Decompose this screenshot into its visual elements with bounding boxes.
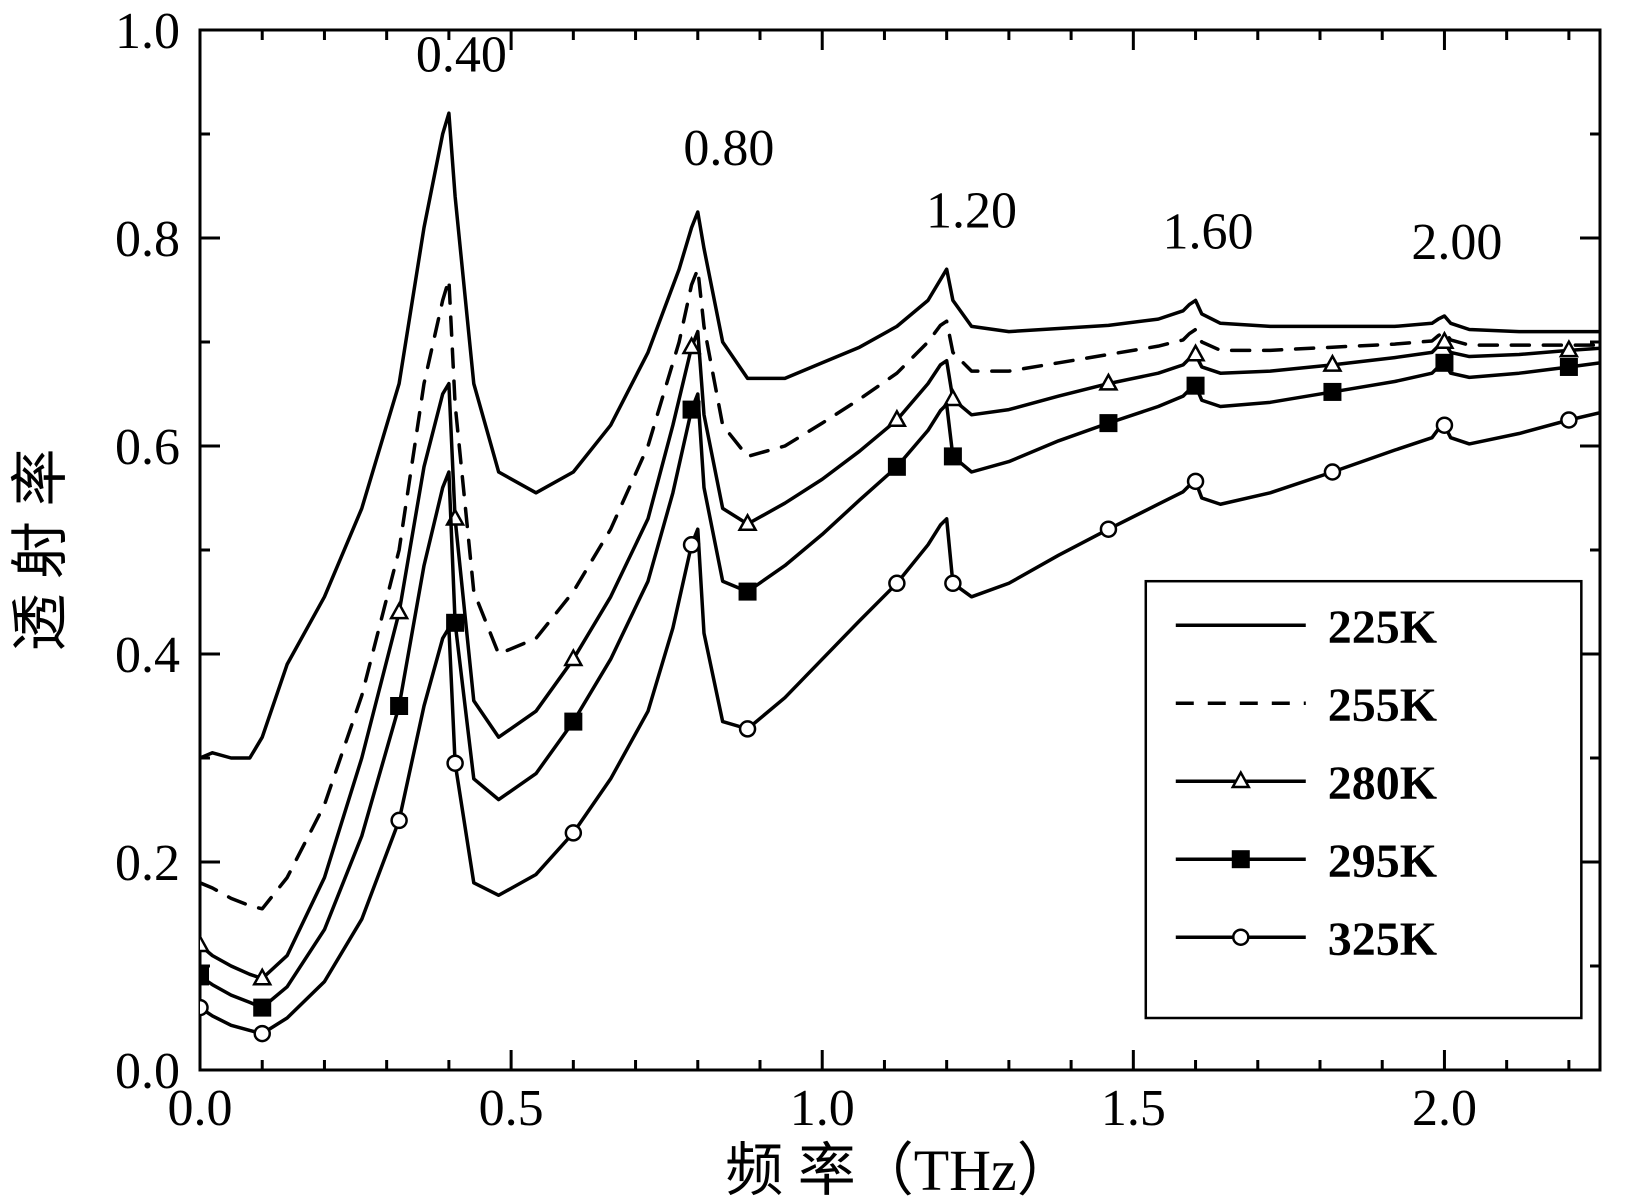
peak-label: 1.20: [926, 183, 1017, 240]
x-tick-label: 1.5: [1101, 1080, 1166, 1137]
peak-label: 1.60: [1163, 203, 1254, 260]
y-tick-label: 0.0: [115, 1043, 180, 1100]
y-tick-label: 0.4: [115, 627, 180, 684]
legend-label: 295K: [1328, 835, 1437, 888]
legend-label: 325K: [1328, 913, 1437, 966]
peak-label: 0.80: [683, 120, 774, 177]
x-tick-label: 1.0: [790, 1080, 855, 1137]
legend-label: 280K: [1328, 757, 1437, 810]
y-tick-label: 1.0: [115, 3, 180, 60]
chart-container: 0.00.51.01.52.00.00.20.40.60.81.0频 率（THz…: [0, 0, 1649, 1199]
peak-label: 0.40: [416, 27, 507, 84]
y-tick-label: 0.8: [115, 211, 180, 268]
x-tick-label: 0.5: [479, 1080, 544, 1137]
peak-label: 2.00: [1411, 214, 1502, 271]
line-chart: 0.00.51.01.52.00.00.20.40.60.81.0频 率（THz…: [0, 0, 1649, 1199]
x-tick-label: 2.0: [1412, 1080, 1477, 1137]
y-tick-label: 0.2: [115, 835, 180, 892]
y-tick-label: 0.6: [115, 419, 180, 476]
legend-label: 255K: [1328, 679, 1437, 732]
y-axis-label: 透 射 率: [8, 448, 73, 651]
x-axis-label: 频 率（THz）: [725, 1138, 1075, 1199]
legend: 225K 255K 280K 295K 325K: [1146, 581, 1582, 1018]
legend-label: 225K: [1328, 601, 1437, 654]
